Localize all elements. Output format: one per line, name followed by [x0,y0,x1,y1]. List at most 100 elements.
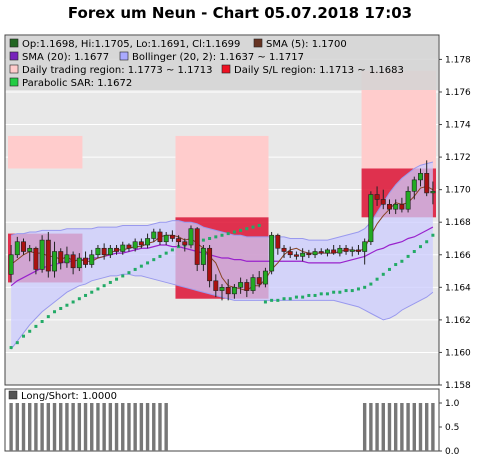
sar-point [96,287,100,291]
sar-point [418,245,422,249]
candle-body [83,257,89,265]
sar-point [375,277,379,281]
longshort-bar [387,403,392,451]
candle [238,277,244,294]
longshort-bar [114,403,119,451]
y-tick-label: 1.174 [445,121,471,131]
sar-point [294,295,298,299]
candle-body [256,277,262,285]
candle-body [430,190,436,194]
longshort-bar [65,403,69,451]
candle [39,235,45,273]
sar-point [431,233,435,237]
sar-point [313,293,317,297]
sar-point [251,225,255,229]
candle [281,245,287,259]
sar-point [46,315,50,319]
y-tick-label: 1.170 [445,186,471,196]
candle-body [39,239,45,270]
candle-body [151,231,157,239]
longshort-bar [108,403,113,451]
candle-body [331,249,337,254]
sar-point [108,280,112,284]
legend-label-sar: Parabolic SAR: 1.1672 [22,78,132,89]
sar-point [90,290,94,294]
candle [424,160,430,197]
candle [213,274,219,298]
candle [52,241,57,278]
candle [418,168,423,187]
sar-point [84,293,88,297]
longshort-bar [152,403,156,451]
candle-body [399,204,405,210]
candle-body [120,244,126,252]
candle [318,248,324,255]
candle-body [101,247,107,256]
candle [275,233,281,255]
candle-body [145,238,151,246]
longshort-bar [158,403,162,451]
candle [70,251,76,275]
candle-body [27,247,33,252]
candle [89,249,95,268]
candle-body [293,254,299,257]
longshort-bar [362,403,367,451]
sar-point [164,251,168,255]
candle-body [349,249,355,252]
candle [225,279,231,301]
longshort-bar [21,403,26,451]
daily-trading-region [8,135,83,169]
longshort-bar [71,403,75,451]
sar-point [71,300,75,304]
longshort-bar [127,403,131,451]
sar-point [220,233,224,237]
candle-body [163,234,169,243]
candle [176,235,182,247]
longshort-bar [96,403,100,451]
legend-swatch-sl [221,64,231,74]
candle-body [126,244,132,249]
sar-point [381,272,385,276]
candle-body [107,247,113,256]
sar-point [121,274,125,278]
legend-label-sma5: SMA (5): 1.1700 [266,39,347,50]
candle [256,271,262,288]
candle-body [231,287,237,295]
longshort-tick-label: 0.5 [445,423,459,433]
longshort-bar [418,403,423,451]
candle-body [64,254,70,264]
candle [64,246,70,268]
candle-body [21,241,26,252]
candle-body [95,247,101,256]
sar-point [226,232,230,236]
candle-body [238,282,244,288]
sar-point [412,250,416,254]
candle-body [250,277,256,291]
sar-point [356,287,360,291]
candle-body [157,231,163,243]
sar-point [245,227,249,231]
y-tick-label: 1.158 [445,381,471,391]
candle-body [387,204,392,210]
candle [126,243,132,252]
sar-point [239,228,243,232]
legend: Op:1.1698, Hi:1.1705, Lo:1.1691, Cl:1.16… [6,36,438,90]
sar-point [387,267,391,271]
candle [8,245,14,283]
candle [374,186,380,206]
bollinger-band [11,161,433,350]
sar-point [282,297,286,301]
candle-body [380,199,386,205]
candle [107,245,113,259]
candle-body [355,249,361,252]
longshort-bar [59,403,63,451]
sar-point [158,254,162,258]
longshort-bar [52,403,57,451]
sar-point [276,298,280,302]
candle [138,238,144,249]
y-tick-label: 1.160 [445,348,471,358]
candle [368,191,374,245]
candle [120,241,126,255]
sar-point [232,230,236,234]
longshort-legend-swatch [8,390,18,400]
